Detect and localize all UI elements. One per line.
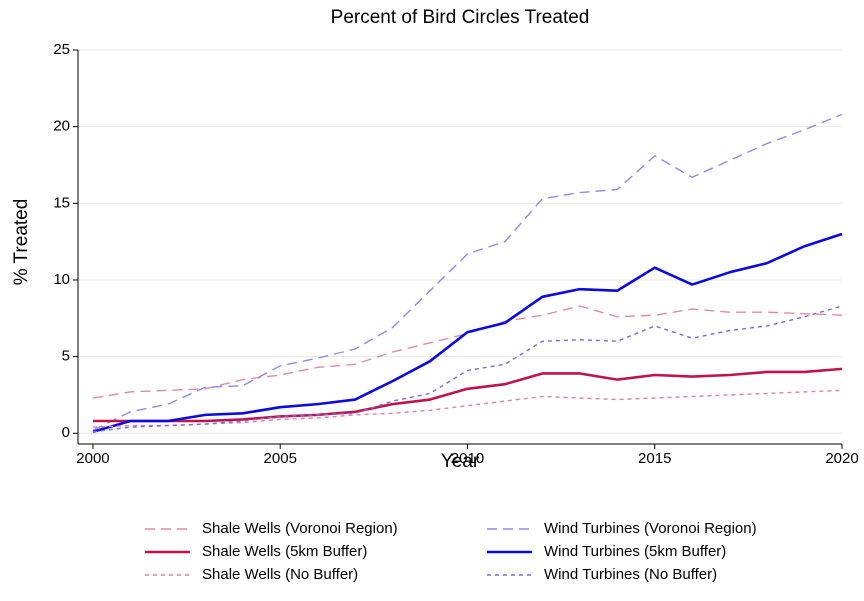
legend-label: Shale Wells (No Buffer) [202,566,358,583]
legend-label: Wind Turbines (5km Buffer) [544,543,726,560]
series-line [92,232,843,433]
series-line [92,113,843,431]
y-tick-label: 25 [53,41,70,58]
legend-label: Shale Wells (Voronoi Region) [202,520,398,537]
x-tick-label: 2010 [451,450,484,467]
series-line [92,305,843,399]
x-tick-label: 2005 [264,450,297,467]
x-tick-label: 2015 [638,450,671,467]
legend-label: Shale Wells (5km Buffer) [202,543,367,560]
x-axis-label: Year [441,451,480,472]
y-tick-label: 20 [53,118,70,135]
y-tick-label: 0 [62,424,70,441]
series-line [92,389,843,428]
chart-title: Percent of Bird Circles Treated [331,7,590,28]
series-line [92,367,843,423]
legend-label: Wind Turbines (Voronoi Region) [544,520,757,537]
y-axis-label: % Treated [11,199,32,286]
series-line [92,305,843,433]
y-tick-label: 15 [53,194,70,211]
x-tick-label: 2020 [825,450,858,467]
legend-label: Wind Turbines (No Buffer) [544,566,717,583]
y-tick-label: 5 [62,348,70,365]
x-tick-label: 2000 [76,450,109,467]
y-tick-label: 10 [53,271,70,288]
